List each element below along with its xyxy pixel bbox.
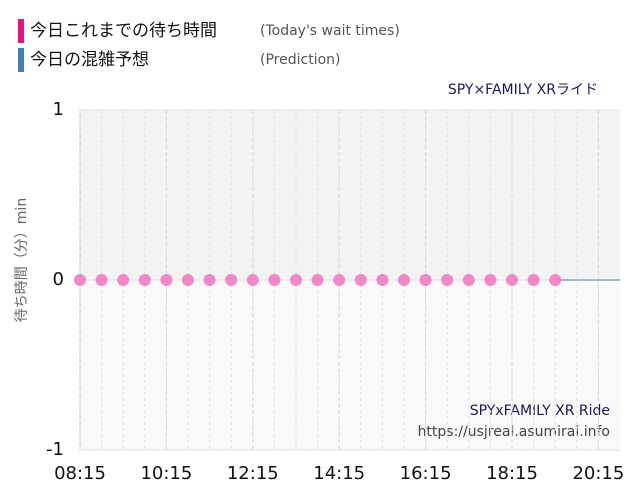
x-tick-label: 10:15: [140, 463, 192, 484]
annotation: SPY×FAMILY XRライド: [448, 82, 598, 98]
data-point: [354, 274, 367, 286]
data-point: [506, 274, 518, 286]
data-point: [246, 274, 259, 286]
legend-note: (Prediction): [260, 52, 340, 68]
data-point: [549, 274, 562, 286]
y-tick-label: 1: [53, 99, 64, 120]
x-tick-label: 20:15: [572, 463, 624, 484]
data-point: [117, 274, 130, 286]
y-tick-label: -1: [46, 439, 64, 460]
data-point: [203, 274, 216, 286]
data-point: [398, 274, 410, 286]
legend-swatch: [18, 48, 24, 72]
data-point: [527, 274, 540, 286]
data-point: [290, 274, 302, 286]
data-point: [311, 274, 324, 286]
data-point: [441, 274, 454, 286]
data-point: [484, 274, 497, 286]
legend-swatch: [18, 19, 24, 43]
plot-lower: [80, 280, 620, 450]
data-point: [160, 274, 173, 286]
x-tick-label: 14:15: [313, 463, 365, 484]
data-point: [462, 274, 475, 286]
data-point: [419, 274, 432, 286]
x-tick-label: 12:15: [227, 463, 279, 484]
legend-label: 今日これまでの待ち時間: [30, 21, 217, 41]
data-point: [333, 274, 346, 286]
data-point: [225, 274, 238, 286]
data-point: [376, 274, 389, 286]
y-axis-label: 待ち時間（分）min: [14, 198, 30, 322]
y-tick-label: 0: [53, 269, 64, 290]
x-tick-label: 08:15: [54, 463, 106, 484]
legend-note: (Today's wait times): [260, 23, 400, 39]
data-point: [74, 274, 86, 286]
legend-label: 今日の混雑予想: [30, 50, 149, 70]
x-tick-label: 16:15: [400, 463, 452, 484]
data-point: [95, 274, 108, 286]
plot-upper: [80, 110, 620, 280]
x-tick-label: 18:15: [486, 463, 538, 484]
annotation: SPYxFAMILY XR Ride: [470, 403, 610, 419]
annotation: https://usjreal.asumirai.info: [418, 424, 610, 440]
data-point: [138, 274, 151, 286]
data-point: [268, 274, 281, 286]
data-point: [182, 274, 194, 286]
